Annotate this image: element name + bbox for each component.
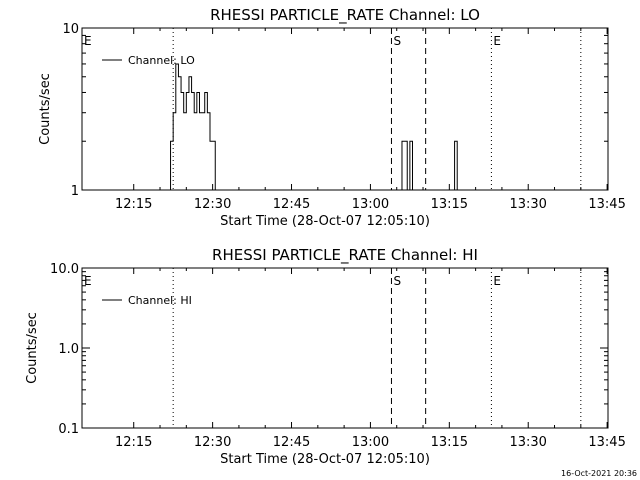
y-tick-label: 1 — [71, 184, 79, 199]
event-marker-label: E — [84, 34, 92, 48]
y-tick-label: 10 — [62, 22, 79, 37]
legend-label: Channel: HI — [128, 294, 192, 307]
legend-label: Channel: LO — [128, 54, 195, 67]
y-axis-label: Counts/sec — [38, 73, 53, 145]
event-marker-label: E — [493, 274, 501, 288]
y-tick-label: 1.0 — [58, 342, 79, 357]
event-marker-label: E — [493, 34, 501, 48]
x-axis-label: Start Time (28-Oct-07 12:05:10) — [220, 452, 430, 467]
x-tick-label: 12:15 — [115, 197, 152, 212]
x-tick-label: 13:15 — [431, 197, 468, 212]
x-axis-label: Start Time (28-Oct-07 12:05:10) — [220, 214, 430, 229]
plot-frame — [81, 267, 609, 429]
x-tick-label: 13:30 — [509, 197, 546, 212]
x-tick-label: 12:45 — [273, 435, 310, 450]
x-tick-label: 13:45 — [588, 435, 625, 450]
x-tick-label: 12:45 — [273, 197, 310, 212]
event-marker-label: S — [393, 274, 401, 288]
y-axis-label: Counts/sec — [25, 312, 40, 384]
event-marker-label: S — [393, 34, 401, 48]
footer-timestamp: 16-Oct-2021 20:36 — [561, 469, 637, 478]
series-line-lo — [167, 63, 460, 191]
x-tick-label: 13:45 — [588, 197, 625, 212]
y-tick-label: 10.0 — [50, 262, 79, 277]
x-tick-label: 12:15 — [115, 435, 152, 450]
x-tick-label: 12:30 — [194, 435, 231, 450]
x-tick-label: 13:30 — [509, 435, 546, 450]
x-tick-label: 13:00 — [352, 197, 389, 212]
x-tick-label: 13:15 — [431, 435, 468, 450]
plot-frame — [81, 27, 609, 191]
chart-title: RHESSI PARTICLE_RATE Channel: LO — [210, 6, 480, 25]
event-marker-label: E — [84, 274, 92, 288]
x-tick-label: 13:00 — [352, 435, 389, 450]
panel-lo: RHESSI PARTICLE_RATE Channel: LO 12:15 12:… — [38, 6, 626, 229]
y-tick-label: 0.1 — [58, 422, 79, 437]
chart-title: RHESSI PARTICLE_RATE Channel: HI — [212, 246, 478, 265]
panel-hi: RHESSI PARTICLE_RATE Channel: HI 12:15 12:… — [25, 246, 626, 467]
x-tick-label: 12:30 — [194, 197, 231, 212]
